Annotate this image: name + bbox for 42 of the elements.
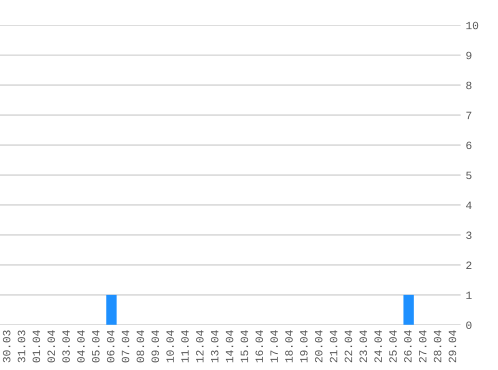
x-tick-label: 26.04 [404,330,412,362]
x-tick-label: 27.04 [418,330,426,362]
y-tick-label: 10 [466,22,478,30]
y-tick-label: 2 [466,262,472,269]
x-tick-label: 23.04 [360,330,368,362]
x-tick-label: 16.04 [255,330,264,362]
x-tick-label: 03.04 [62,330,70,362]
x-tick-label: 14.04 [226,330,234,362]
x-tick-label: 30.03 [2,330,10,362]
x-tick-label: 29.04 [448,330,456,362]
y-tick-label: 8 [466,82,472,90]
x-tick-label: 25.04 [389,330,397,362]
x-tick-label: 10.04 [166,330,174,362]
x-tick-label: 17.04 [270,330,278,362]
x-tick-label: 22.04 [344,330,352,362]
y-tick-label: 9 [466,52,472,60]
x-tick-label: 18.04 [285,330,293,362]
x-tick-label: 24.04 [374,330,382,362]
y-tick-label: 5 [466,172,472,180]
x-tick-label: 06.04 [106,330,114,362]
x-tick-label: 01.04 [32,330,40,362]
x-tick-label: 31.03 [18,330,26,362]
y-tick-label: 6 [466,142,472,150]
x-tick-label: 21.04 [330,330,338,362]
x-tick-label: 11.04 [181,330,189,362]
x-tick-label: 20.04 [314,330,322,362]
y-tick-label: 7 [466,112,472,120]
x-tick-label: 09.04 [151,330,160,362]
y-tick-label: 1 [466,292,472,299]
x-tick-label: 15.04 [240,330,248,362]
y-tick-label: 3 [466,232,472,240]
x-tick-label: 05.04 [92,330,100,362]
x-tick-label: 08.04 [136,330,144,362]
y-tick-label: 0 [466,321,472,329]
x-tick-label: 13.04 [210,330,218,362]
x-tick-label: 04.04 [77,330,85,362]
x-tick-label: 19.04 [300,330,308,362]
y-tick-label: 4 [466,202,472,210]
x-tick-label: 07.04 [122,330,130,362]
x-tick-label: 12.04 [196,330,204,362]
x-tick-label: 02.04 [47,330,55,362]
x-tick-label: 28.04 [434,330,442,362]
